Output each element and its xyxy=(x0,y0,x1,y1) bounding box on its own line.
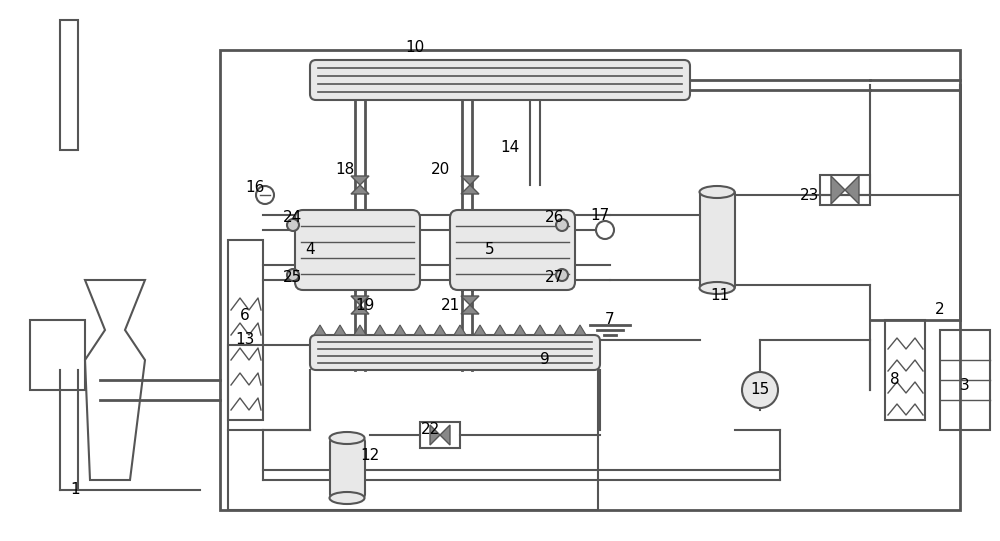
FancyBboxPatch shape xyxy=(310,60,690,100)
Polygon shape xyxy=(434,325,446,335)
Circle shape xyxy=(596,221,614,239)
Text: 22: 22 xyxy=(420,423,440,438)
Polygon shape xyxy=(430,425,440,445)
Circle shape xyxy=(742,372,778,408)
Text: 15: 15 xyxy=(750,382,770,398)
Ellipse shape xyxy=(700,186,734,198)
Circle shape xyxy=(287,219,299,231)
Polygon shape xyxy=(494,325,506,335)
Polygon shape xyxy=(394,325,406,335)
Text: 4: 4 xyxy=(305,242,315,258)
Text: 1: 1 xyxy=(70,483,80,498)
Text: 21: 21 xyxy=(440,298,460,313)
Polygon shape xyxy=(334,325,346,335)
Polygon shape xyxy=(454,325,466,335)
FancyBboxPatch shape xyxy=(310,335,600,370)
Polygon shape xyxy=(314,325,326,335)
Ellipse shape xyxy=(330,492,364,504)
Text: 6: 6 xyxy=(240,307,250,322)
Text: 14: 14 xyxy=(500,141,520,155)
Text: 5: 5 xyxy=(485,242,495,258)
Text: 26: 26 xyxy=(545,210,565,226)
Circle shape xyxy=(287,269,299,281)
Polygon shape xyxy=(461,305,479,314)
Text: 19: 19 xyxy=(355,298,375,313)
Polygon shape xyxy=(514,325,526,335)
Text: 18: 18 xyxy=(335,162,355,177)
Text: 9: 9 xyxy=(540,353,550,367)
Polygon shape xyxy=(351,176,369,185)
Text: 3: 3 xyxy=(960,378,970,393)
Polygon shape xyxy=(574,325,586,335)
Text: 10: 10 xyxy=(405,41,425,56)
Polygon shape xyxy=(554,325,566,335)
Text: 12: 12 xyxy=(360,447,380,463)
Polygon shape xyxy=(354,325,366,335)
Ellipse shape xyxy=(700,282,734,294)
Text: 8: 8 xyxy=(890,373,900,387)
Circle shape xyxy=(556,219,568,231)
Polygon shape xyxy=(440,425,450,445)
Text: 11: 11 xyxy=(710,287,730,302)
Polygon shape xyxy=(534,325,546,335)
FancyBboxPatch shape xyxy=(450,210,575,290)
Polygon shape xyxy=(461,296,479,305)
Polygon shape xyxy=(831,176,845,204)
Polygon shape xyxy=(351,185,369,194)
FancyBboxPatch shape xyxy=(700,190,735,290)
Polygon shape xyxy=(414,325,426,335)
Text: 13: 13 xyxy=(235,333,255,347)
Polygon shape xyxy=(461,185,479,194)
Text: 16: 16 xyxy=(245,181,265,195)
Text: 24: 24 xyxy=(282,210,302,226)
Text: 23: 23 xyxy=(800,188,820,202)
Circle shape xyxy=(556,269,568,281)
FancyBboxPatch shape xyxy=(295,210,420,290)
FancyBboxPatch shape xyxy=(330,438,365,498)
Polygon shape xyxy=(461,176,479,185)
Text: 17: 17 xyxy=(590,208,610,222)
Polygon shape xyxy=(351,296,369,305)
Circle shape xyxy=(256,186,274,204)
Ellipse shape xyxy=(330,432,364,444)
Text: 25: 25 xyxy=(282,270,302,286)
Text: 2: 2 xyxy=(935,302,945,318)
Text: 20: 20 xyxy=(430,162,450,177)
Text: 27: 27 xyxy=(545,270,565,286)
Polygon shape xyxy=(474,325,486,335)
Polygon shape xyxy=(845,176,859,204)
Text: 7: 7 xyxy=(605,313,615,327)
Polygon shape xyxy=(374,325,386,335)
Polygon shape xyxy=(351,305,369,314)
